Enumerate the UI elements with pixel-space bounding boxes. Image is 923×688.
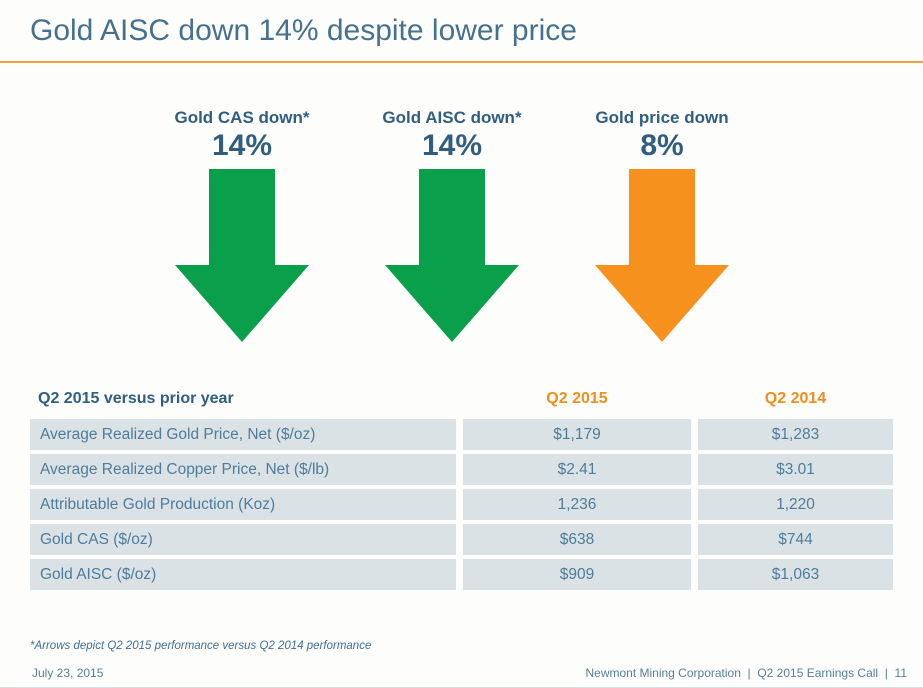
gold-aisc-value: 14%: [421, 129, 483, 162]
down-arrow-icon: [552, 169, 772, 342]
table-cell-value: 1,236: [463, 489, 691, 520]
table-row-metric: Gold AISC ($/oz): [30, 559, 456, 590]
table-cell-value: $638: [463, 524, 691, 555]
title-underline-rule: [0, 61, 923, 63]
table-cell-value: $3.01: [698, 454, 893, 485]
table-header-label: Q2 2015 versus prior year: [38, 389, 234, 407]
down-arrow-icon: [132, 169, 352, 342]
down-arrow-shape: [385, 169, 519, 342]
gold-price-value: 8%: [640, 129, 684, 162]
down-arrow-icon: [342, 169, 562, 342]
table-header-q2-2015: Q2 2015: [546, 389, 608, 407]
table-header-q2-2014: Q2 2014: [764, 389, 827, 407]
table-cell-value: $1,179: [463, 419, 691, 450]
table-row-metric: Average Realized Copper Price, Net ($/lb…: [30, 454, 456, 485]
table-cell-value: $1,063: [698, 559, 893, 590]
table-cell-value: 1,220: [698, 489, 893, 520]
table-row-metric: Gold CAS ($/oz): [30, 524, 456, 555]
gold-price-arrow-group: Gold price down 8%: [552, 108, 772, 342]
table-cell-value: $909: [463, 559, 691, 590]
table-cell-value: $2.41: [463, 454, 691, 485]
down-arrow-shape: [175, 169, 309, 342]
down-arrow-shape: [595, 169, 729, 342]
table-row-metric: Attributable Gold Production (Koz): [30, 489, 456, 520]
gold-cas-label: Gold CAS down*: [174, 108, 310, 127]
footnote: *Arrows depict Q2 2015 performance versu…: [30, 640, 372, 652]
footer-attribution: Newmont Mining Corporation | Q2 2015 Ear…: [585, 666, 907, 680]
gold-aisc-arrow-group: Gold AISC down* 14%: [342, 108, 562, 342]
footer-date: July 23, 2015: [32, 666, 104, 680]
page-title: Gold AISC down 14% despite lower price: [30, 14, 577, 47]
gold-cas-arrow-group: Gold CAS down* 14%: [132, 108, 352, 342]
metrics-table: Q2 2015 versus prior year Q2 2015 Q2 201…: [30, 382, 893, 590]
table-cell-value: $744: [698, 524, 893, 555]
gold-aisc-label: Gold AISC down*: [382, 108, 522, 127]
gold-cas-value: 14%: [211, 129, 273, 162]
table-cell-value: $1,283: [698, 419, 893, 450]
gold-price-label: Gold price down: [595, 108, 729, 127]
table-row-metric: Average Realized Gold Price, Net ($/oz): [30, 419, 456, 450]
